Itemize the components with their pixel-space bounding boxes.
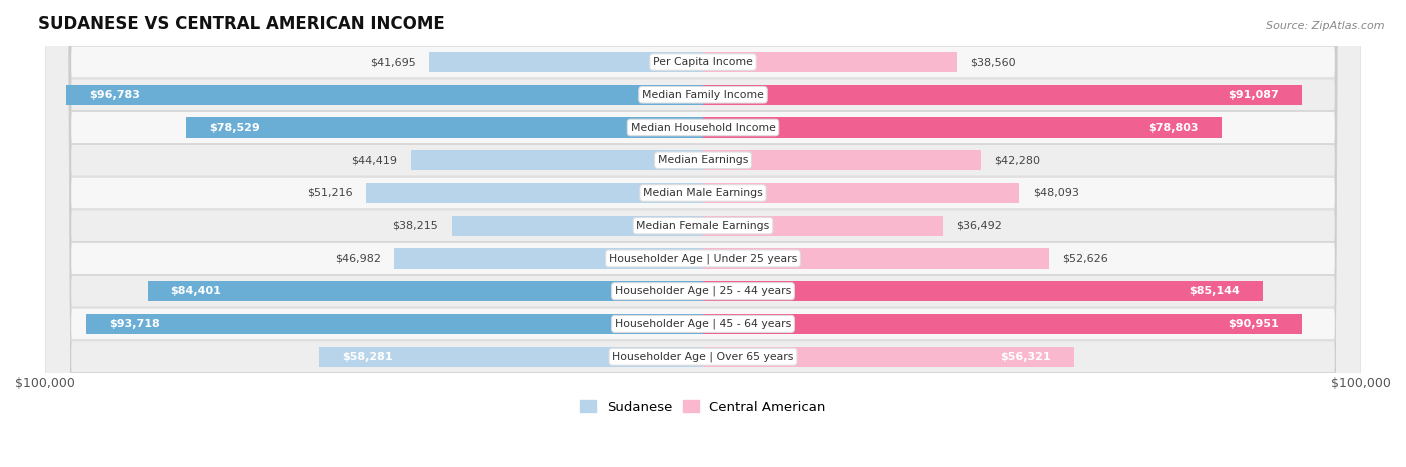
Text: Per Capita Income: Per Capita Income <box>652 57 754 67</box>
Text: Householder Age | 45 - 64 years: Householder Age | 45 - 64 years <box>614 318 792 329</box>
FancyBboxPatch shape <box>45 0 1361 467</box>
Text: $91,087: $91,087 <box>1229 90 1279 100</box>
Bar <box>703 117 1222 138</box>
Bar <box>703 248 1049 269</box>
Text: Median Family Income: Median Family Income <box>643 90 763 100</box>
Text: Householder Age | 25 - 44 years: Householder Age | 25 - 44 years <box>614 286 792 297</box>
Bar <box>703 150 981 170</box>
Text: $44,419: $44,419 <box>352 155 398 165</box>
Bar <box>703 85 1302 105</box>
Text: $85,144: $85,144 <box>1189 286 1240 296</box>
Bar <box>411 150 703 170</box>
Text: $78,529: $78,529 <box>209 122 260 133</box>
Legend: Sudanese, Central American: Sudanese, Central American <box>575 395 831 419</box>
Text: Source: ZipAtlas.com: Source: ZipAtlas.com <box>1267 21 1385 31</box>
FancyBboxPatch shape <box>45 0 1361 467</box>
Bar <box>451 216 703 236</box>
FancyBboxPatch shape <box>45 0 1361 467</box>
Text: $58,281: $58,281 <box>343 352 394 361</box>
Bar <box>703 216 943 236</box>
Bar <box>186 117 703 138</box>
Text: $38,215: $38,215 <box>392 221 439 231</box>
Text: $78,803: $78,803 <box>1149 122 1198 133</box>
Text: SUDANESE VS CENTRAL AMERICAN INCOME: SUDANESE VS CENTRAL AMERICAN INCOME <box>38 15 446 33</box>
Text: $96,783: $96,783 <box>89 90 141 100</box>
Bar <box>703 314 1302 334</box>
Text: $84,401: $84,401 <box>170 286 222 296</box>
Bar <box>703 347 1074 367</box>
Bar <box>366 183 703 203</box>
Text: Householder Age | Under 25 years: Householder Age | Under 25 years <box>609 253 797 264</box>
Bar <box>703 52 956 72</box>
Text: Median Household Income: Median Household Income <box>630 122 776 133</box>
Text: $48,093: $48,093 <box>1032 188 1078 198</box>
Text: $52,626: $52,626 <box>1063 254 1108 263</box>
Text: Householder Age | Over 65 years: Householder Age | Over 65 years <box>612 352 794 362</box>
Bar <box>148 281 703 301</box>
FancyBboxPatch shape <box>45 0 1361 467</box>
Text: Median Female Earnings: Median Female Earnings <box>637 221 769 231</box>
Text: $90,951: $90,951 <box>1227 319 1278 329</box>
Bar <box>703 281 1264 301</box>
FancyBboxPatch shape <box>45 0 1361 467</box>
Text: $38,560: $38,560 <box>970 57 1015 67</box>
Text: $93,718: $93,718 <box>110 319 160 329</box>
Bar <box>66 85 703 105</box>
Text: $41,695: $41,695 <box>370 57 415 67</box>
FancyBboxPatch shape <box>45 0 1361 467</box>
Text: $42,280: $42,280 <box>994 155 1040 165</box>
Bar <box>429 52 703 72</box>
FancyBboxPatch shape <box>45 0 1361 467</box>
FancyBboxPatch shape <box>45 0 1361 467</box>
FancyBboxPatch shape <box>45 0 1361 467</box>
Text: Median Earnings: Median Earnings <box>658 155 748 165</box>
Text: $51,216: $51,216 <box>307 188 353 198</box>
Bar <box>86 314 703 334</box>
Bar <box>319 347 703 367</box>
Text: $56,321: $56,321 <box>1000 352 1050 361</box>
Text: Median Male Earnings: Median Male Earnings <box>643 188 763 198</box>
Bar <box>703 183 1019 203</box>
Text: $46,982: $46,982 <box>335 254 381 263</box>
FancyBboxPatch shape <box>45 0 1361 467</box>
Bar <box>394 248 703 269</box>
Text: $36,492: $36,492 <box>956 221 1002 231</box>
